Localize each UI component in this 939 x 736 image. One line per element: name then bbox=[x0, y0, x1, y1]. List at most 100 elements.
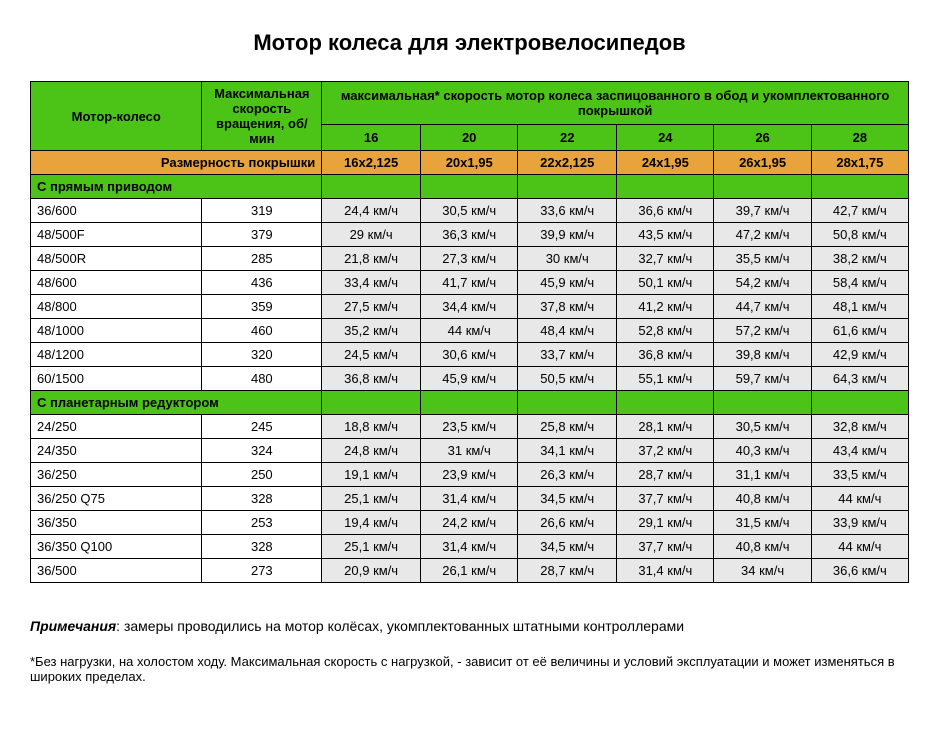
cell-speed: 44 км/ч bbox=[811, 487, 908, 511]
header-rpm: Максимальная скорость вращения, об/мин bbox=[202, 82, 322, 151]
cell-speed: 30,5 км/ч bbox=[421, 199, 518, 223]
cell-model: 36/350 bbox=[31, 511, 202, 535]
header-size-0: 16 bbox=[322, 124, 421, 150]
cell-speed: 54,2 км/ч bbox=[714, 271, 811, 295]
cell-speed: 26,6 км/ч bbox=[518, 511, 617, 535]
cell-speed: 25,8 км/ч bbox=[518, 415, 617, 439]
cell-rpm: 250 bbox=[202, 463, 322, 487]
cell-speed: 27,3 км/ч bbox=[421, 247, 518, 271]
section-empty bbox=[617, 175, 714, 199]
cell-speed: 52,8 км/ч bbox=[617, 319, 714, 343]
table-row: 48/100046035,2 км/ч44 км/ч48,4 км/ч52,8 … bbox=[31, 319, 909, 343]
section-empty bbox=[322, 391, 421, 415]
cell-rpm: 245 bbox=[202, 415, 322, 439]
cell-model: 24/350 bbox=[31, 439, 202, 463]
table-row: 36/350 Q10032825,1 км/ч31,4 км/ч34,5 км/… bbox=[31, 535, 909, 559]
table-row: 60/150048036,8 км/ч45,9 км/ч50,5 км/ч55,… bbox=[31, 367, 909, 391]
cell-speed: 47,2 км/ч bbox=[714, 223, 811, 247]
cell-speed: 26,1 км/ч bbox=[421, 559, 518, 583]
cell-speed: 26,3 км/ч bbox=[518, 463, 617, 487]
cell-speed: 45,9 км/ч bbox=[421, 367, 518, 391]
cell-speed: 37,2 км/ч bbox=[617, 439, 714, 463]
cell-rpm: 328 bbox=[202, 487, 322, 511]
cell-speed: 31 км/ч bbox=[421, 439, 518, 463]
section-empty bbox=[518, 175, 617, 199]
notes-text: : замеры проводились на мотор колёсах, у… bbox=[116, 618, 684, 634]
cell-speed: 31,4 км/ч bbox=[421, 535, 518, 559]
cell-speed: 35,2 км/ч bbox=[322, 319, 421, 343]
header-size-5: 28 bbox=[811, 124, 908, 150]
tire-0: 16x2,125 bbox=[322, 151, 421, 175]
cell-speed: 19,4 км/ч bbox=[322, 511, 421, 535]
cell-speed: 36,6 км/ч bbox=[811, 559, 908, 583]
cell-speed: 32,8 км/ч bbox=[811, 415, 908, 439]
cell-speed: 59,7 км/ч bbox=[714, 367, 811, 391]
cell-speed: 31,5 км/ч bbox=[714, 511, 811, 535]
cell-speed: 57,2 км/ч bbox=[714, 319, 811, 343]
cell-model: 60/1500 bbox=[31, 367, 202, 391]
notes: Примечания: замеры проводились на мотор … bbox=[30, 618, 909, 634]
cell-speed: 33,7 км/ч bbox=[518, 343, 617, 367]
cell-speed: 31,4 км/ч bbox=[617, 559, 714, 583]
table-row: 36/50027320,9 км/ч26,1 км/ч28,7 км/ч31,4… bbox=[31, 559, 909, 583]
page-title: Мотор колеса для электровелосипедов bbox=[30, 30, 909, 56]
cell-rpm: 359 bbox=[202, 295, 322, 319]
cell-speed: 55,1 км/ч bbox=[617, 367, 714, 391]
cell-speed: 38,2 км/ч bbox=[811, 247, 908, 271]
section-empty bbox=[714, 175, 811, 199]
cell-speed: 43,5 км/ч bbox=[617, 223, 714, 247]
cell-speed: 23,9 км/ч bbox=[421, 463, 518, 487]
header-size-2: 22 bbox=[518, 124, 617, 150]
cell-rpm: 253 bbox=[202, 511, 322, 535]
table-row: 24/25024518,8 км/ч23,5 км/ч25,8 км/ч28,1… bbox=[31, 415, 909, 439]
cell-speed: 36,8 км/ч bbox=[322, 367, 421, 391]
section-empty bbox=[811, 391, 908, 415]
header-size-3: 24 bbox=[617, 124, 714, 150]
cell-speed: 48,4 км/ч bbox=[518, 319, 617, 343]
cell-speed: 58,4 км/ч bbox=[811, 271, 908, 295]
cell-speed: 40,8 км/ч bbox=[714, 487, 811, 511]
cell-speed: 28,7 км/ч bbox=[518, 559, 617, 583]
cell-model: 48/500R bbox=[31, 247, 202, 271]
cell-speed: 29 км/ч bbox=[322, 223, 421, 247]
cell-model: 36/500 bbox=[31, 559, 202, 583]
cell-rpm: 480 bbox=[202, 367, 322, 391]
cell-speed: 44,7 км/ч bbox=[714, 295, 811, 319]
cell-rpm: 324 bbox=[202, 439, 322, 463]
cell-speed: 44 км/ч bbox=[421, 319, 518, 343]
cell-model: 24/250 bbox=[31, 415, 202, 439]
section-empty bbox=[518, 391, 617, 415]
header-speed-title: максимальная* скорость мотор колеса засп… bbox=[322, 82, 909, 125]
cell-model: 48/1000 bbox=[31, 319, 202, 343]
cell-model: 36/350 Q100 bbox=[31, 535, 202, 559]
cell-speed: 34 км/ч bbox=[714, 559, 811, 583]
cell-speed: 33,6 км/ч bbox=[518, 199, 617, 223]
cell-model: 48/1200 bbox=[31, 343, 202, 367]
cell-speed: 33,4 км/ч bbox=[322, 271, 421, 295]
cell-rpm: 460 bbox=[202, 319, 322, 343]
cell-speed: 36,3 км/ч bbox=[421, 223, 518, 247]
cell-speed: 45,9 км/ч bbox=[518, 271, 617, 295]
cell-speed: 24,4 км/ч bbox=[322, 199, 421, 223]
section-empty bbox=[421, 391, 518, 415]
cell-speed: 24,8 км/ч bbox=[322, 439, 421, 463]
cell-speed: 31,4 км/ч bbox=[421, 487, 518, 511]
cell-speed: 64,3 км/ч bbox=[811, 367, 908, 391]
cell-speed: 34,5 км/ч bbox=[518, 487, 617, 511]
cell-speed: 25,1 км/ч bbox=[322, 535, 421, 559]
cell-speed: 33,9 км/ч bbox=[811, 511, 908, 535]
tire-label: Размерность покрышки bbox=[31, 151, 322, 175]
cell-speed: 39,7 км/ч bbox=[714, 199, 811, 223]
tire-3: 24x1,95 bbox=[617, 151, 714, 175]
cell-speed: 28,7 км/ч bbox=[617, 463, 714, 487]
cell-speed: 43,4 км/ч bbox=[811, 439, 908, 463]
table-row: 36/25025019,1 км/ч23,9 км/ч26,3 км/ч28,7… bbox=[31, 463, 909, 487]
cell-rpm: 273 bbox=[202, 559, 322, 583]
cell-speed: 33,5 км/ч bbox=[811, 463, 908, 487]
cell-speed: 50,5 км/ч bbox=[518, 367, 617, 391]
cell-model: 48/500F bbox=[31, 223, 202, 247]
cell-speed: 34,5 км/ч bbox=[518, 535, 617, 559]
tire-4: 26x1,95 bbox=[714, 151, 811, 175]
cell-rpm: 319 bbox=[202, 199, 322, 223]
cell-speed: 41,7 км/ч bbox=[421, 271, 518, 295]
